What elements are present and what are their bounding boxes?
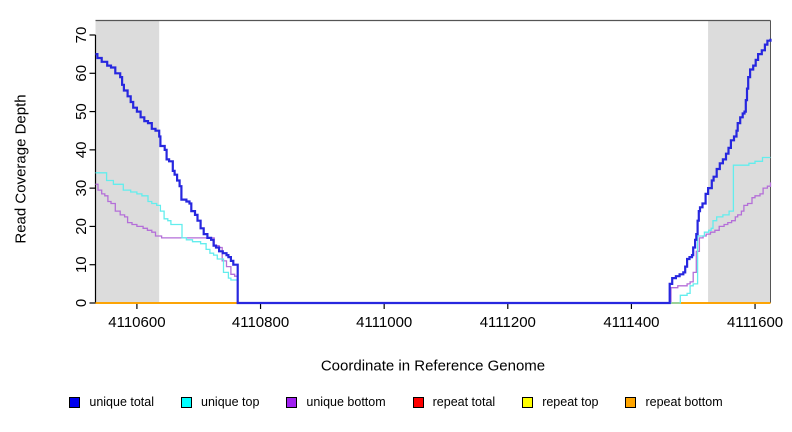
y-axis: 0 10 20 30 40 50 60 70 <box>73 27 97 307</box>
shaded-flank-region <box>95 20 160 303</box>
y-tick-label: 60 <box>73 65 90 82</box>
x-axis-title: Coordinate in Reference Genome <box>320 357 546 375</box>
y-tick-label: 50 <box>73 103 90 120</box>
legend-label: unique bottom <box>306 395 386 409</box>
x-tick-label: 4111600 <box>727 314 783 331</box>
legend-label: repeat top <box>542 395 599 409</box>
x-tick-label: 4110800 <box>232 314 289 331</box>
series-unique-bottom-line <box>95 182 772 304</box>
y-tick-label: 20 <box>73 218 90 235</box>
legend-swatch-repeat-bottom <box>625 396 637 408</box>
y-tick-label: 70 <box>73 27 90 44</box>
series-unique-top-line <box>95 156 771 304</box>
x-tick-label: 4110600 <box>108 314 165 331</box>
legend-swatch-unique-total <box>69 396 81 408</box>
series-unique-total-line <box>95 38 772 305</box>
legend-item-unique-total: unique total <box>69 395 154 409</box>
y-tick-label: 30 <box>73 180 90 197</box>
x-axis: 4110600 4110800 4111000 4111200 4111400 41116… <box>95 302 783 331</box>
x-tick-label: 4111000 <box>356 314 412 331</box>
legend-swatch-unique-top <box>181 396 193 408</box>
x-tick-label: 4111400 <box>603 314 659 331</box>
legend-swatch-unique-bottom <box>286 396 298 408</box>
legend-item-unique-top: unique top <box>181 395 259 409</box>
legend-item-unique-bottom: unique bottom <box>286 395 386 409</box>
legend-label: repeat bottom <box>645 395 723 409</box>
y-axis-title: Read Coverage Depth <box>12 94 30 244</box>
y-tick-label: 0 <box>73 299 90 307</box>
y-tick-label: 10 <box>73 256 90 273</box>
y-tick-label: 40 <box>73 142 90 159</box>
x-tick-label: 4111200 <box>480 314 536 331</box>
legend-item-repeat-bottom: repeat bottom <box>625 395 723 409</box>
legend-label: unique top <box>201 395 260 409</box>
legend: unique total unique top unique bottom repea… <box>0 395 792 409</box>
legend-label: unique total <box>89 395 155 409</box>
legend-label: repeat total <box>432 395 496 409</box>
legend-item-repeat-total: repeat total <box>412 395 496 409</box>
legend-swatch-repeat-total <box>412 396 424 408</box>
legend-swatch-repeat-top <box>522 396 534 408</box>
legend-item-repeat-top: repeat top <box>522 395 598 409</box>
plot-area: 0 10 20 30 40 50 60 70 4110600 4110800 4111000 4111… <box>73 19 783 331</box>
